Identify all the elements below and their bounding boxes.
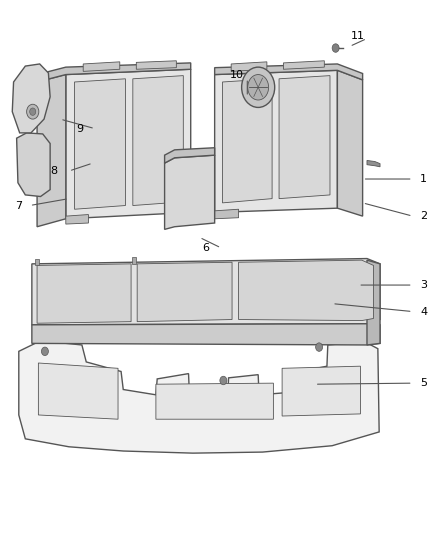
Polygon shape <box>215 209 239 219</box>
Polygon shape <box>239 260 374 320</box>
Polygon shape <box>37 264 131 323</box>
Circle shape <box>248 75 268 100</box>
Polygon shape <box>12 64 50 133</box>
Text: 5: 5 <box>420 378 427 388</box>
Polygon shape <box>283 61 324 69</box>
Text: 7: 7 <box>15 200 22 211</box>
Circle shape <box>242 67 275 108</box>
Polygon shape <box>32 259 380 325</box>
Polygon shape <box>282 366 360 416</box>
Polygon shape <box>337 70 363 216</box>
Text: 10: 10 <box>230 70 244 79</box>
Circle shape <box>316 343 322 351</box>
Text: 8: 8 <box>50 166 57 176</box>
Polygon shape <box>19 341 379 453</box>
Polygon shape <box>35 259 39 265</box>
Text: 1: 1 <box>420 174 427 184</box>
Polygon shape <box>137 262 232 321</box>
Polygon shape <box>223 79 272 203</box>
Polygon shape <box>279 76 330 199</box>
Polygon shape <box>74 79 125 209</box>
Circle shape <box>332 44 339 52</box>
Polygon shape <box>136 61 177 69</box>
Polygon shape <box>215 64 363 80</box>
Polygon shape <box>32 324 380 345</box>
Text: 11: 11 <box>351 31 365 41</box>
Polygon shape <box>132 257 136 264</box>
Text: 2: 2 <box>420 211 427 221</box>
Polygon shape <box>165 155 215 229</box>
Polygon shape <box>39 363 118 419</box>
Polygon shape <box>367 260 380 345</box>
Polygon shape <box>231 62 267 71</box>
Polygon shape <box>66 69 191 219</box>
Polygon shape <box>17 133 50 197</box>
Polygon shape <box>215 70 337 213</box>
Polygon shape <box>133 76 184 206</box>
Circle shape <box>30 108 36 115</box>
Text: 9: 9 <box>76 124 83 134</box>
Text: 6: 6 <box>202 243 209 253</box>
Circle shape <box>220 376 227 385</box>
Polygon shape <box>37 63 191 82</box>
Polygon shape <box>37 75 66 227</box>
Circle shape <box>42 347 48 356</box>
Polygon shape <box>165 148 215 163</box>
Circle shape <box>27 104 39 119</box>
Polygon shape <box>83 62 120 71</box>
Text: 3: 3 <box>420 280 427 290</box>
Polygon shape <box>367 160 380 167</box>
Polygon shape <box>156 383 273 419</box>
Polygon shape <box>66 215 88 224</box>
Text: 4: 4 <box>420 306 427 317</box>
